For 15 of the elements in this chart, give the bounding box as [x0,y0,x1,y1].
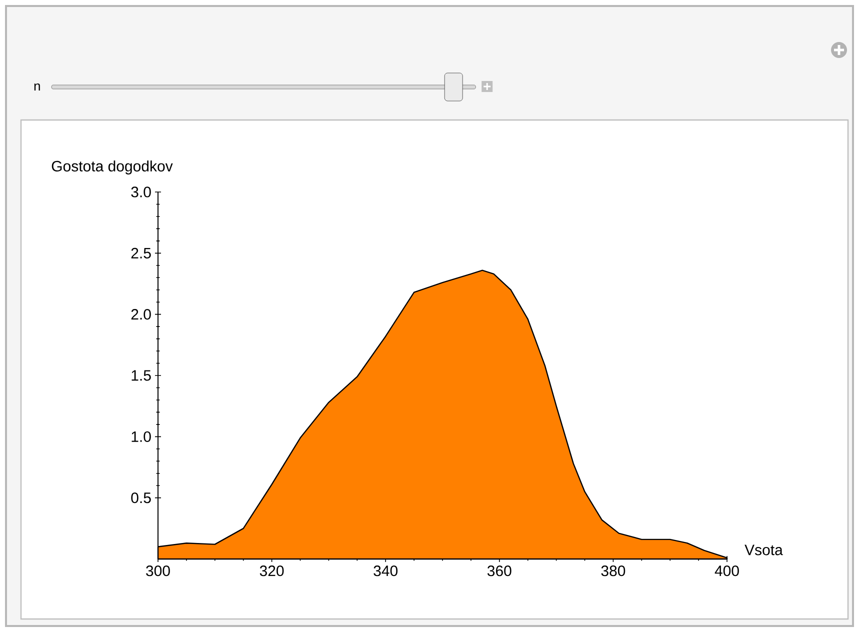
y-tick-label: 2.5 [131,248,151,258]
text: n [34,83,40,90]
x-tick-label: 360 [487,566,512,576]
y-tick-label: 0.5 [131,492,151,504]
y-tick-label: 1.0 [132,431,151,442]
y-tick-label: 1.5 [132,370,151,381]
x-tick-label: 320 [260,566,284,576]
x-tick-label: 300 [146,566,170,576]
x-tick-label: 400 [714,566,739,576]
x-axis-title: Vsota [744,544,783,556]
x-tick-label: 340 [374,566,398,576]
x-tick-label: 380 [601,566,626,576]
y-tick-label: 2.0 [131,309,151,320]
y-tick-label: 3.0 [131,186,151,198]
y-axis-title: Gostota dogodkov [52,160,173,174]
